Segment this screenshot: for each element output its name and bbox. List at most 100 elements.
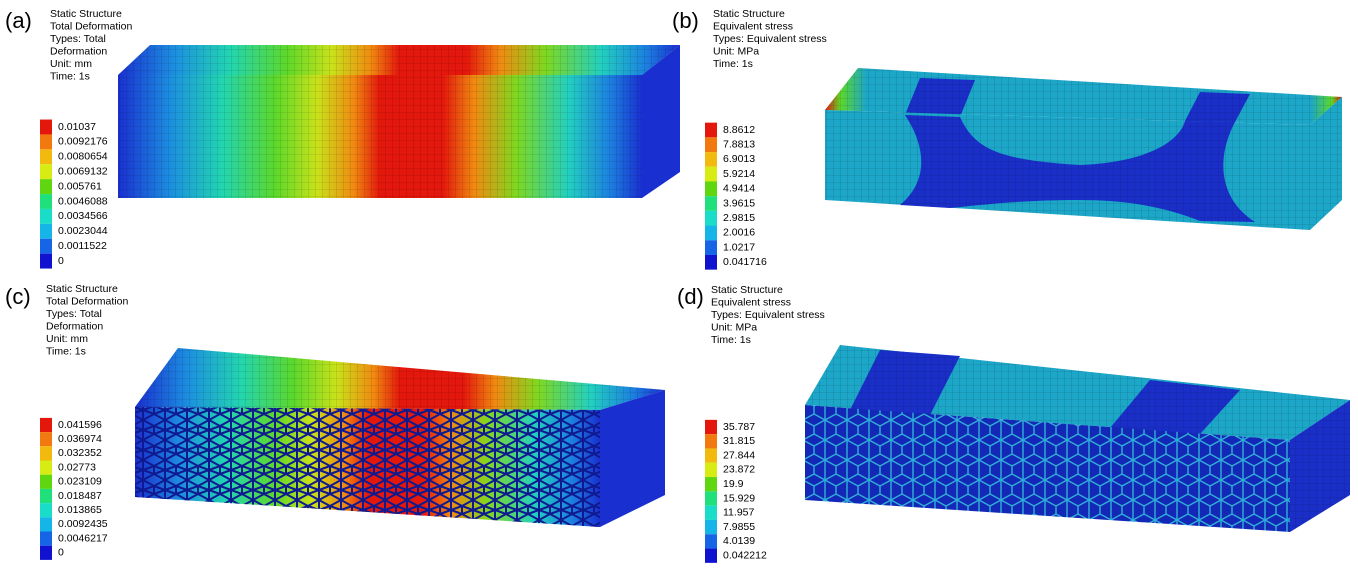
legend-swatch (705, 137, 717, 153)
header-line: Unit: mm (50, 58, 92, 70)
legend-swatch (705, 462, 717, 478)
legend-swatch (705, 548, 717, 563)
legend-label: 7.8813 (723, 138, 755, 150)
legend-swatch (705, 534, 717, 549)
header-line: Time: 1s (46, 345, 86, 357)
legend-swatch (705, 419, 717, 435)
legend-label: 0.0034566 (58, 210, 108, 222)
legend-swatch (40, 134, 52, 150)
legend-swatch (40, 417, 52, 433)
beam-c (135, 348, 665, 527)
legend-swatch (40, 149, 52, 165)
legend-label: 0.042212 (723, 549, 767, 561)
legend-swatch (40, 432, 52, 447)
legend-label: 0.0046217 (58, 532, 108, 544)
header-line: Static Structure (713, 8, 785, 20)
legend-label: 0.0046088 (58, 195, 108, 207)
legend-swatch (705, 210, 717, 226)
legend-label: 0.032352 (58, 447, 102, 459)
legend-swatch (40, 474, 52, 489)
legend-label: 2.9815 (723, 212, 755, 224)
legend-swatch (705, 434, 717, 449)
legend-label: 8.8612 (723, 124, 755, 136)
legend-label: 0 (58, 547, 64, 559)
legend-label: 0.036974 (58, 433, 102, 445)
legend-swatch (705, 519, 717, 535)
legend-label: 27.844 (723, 449, 755, 461)
legend-swatch (705, 166, 717, 182)
header-line: Equivalent stress (713, 20, 793, 32)
beam-b (825, 68, 1342, 230)
header-line: Static Structure (711, 284, 783, 296)
legend-label: 0.0023044 (58, 225, 108, 237)
legend-swatch (705, 505, 717, 520)
legend-label: 0.018487 (58, 490, 102, 502)
legend-label: 0 (58, 255, 64, 267)
header-line: Unit: MPa (713, 45, 759, 57)
legend-swatch (40, 164, 52, 180)
legend-swatch (705, 122, 717, 138)
legend-swatch (705, 448, 717, 463)
header-line: Time: 1s (711, 334, 751, 346)
legend-label: 0.02773 (58, 461, 96, 473)
legend-label: 35.787 (723, 421, 755, 433)
header-line: Static Structure (46, 283, 118, 295)
legend-label: 15.929 (723, 492, 755, 504)
legend-swatch (705, 181, 717, 197)
legend-label: 31.815 (723, 435, 755, 447)
header-line: Types: Total (50, 33, 106, 45)
header-line: Types: Equivalent stress (713, 33, 827, 45)
legend-swatch (40, 517, 52, 532)
header-line: Total Deformation (46, 295, 128, 307)
legend-swatch (40, 194, 52, 209)
legend-swatch (40, 531, 52, 546)
legend-label: 6.9013 (723, 153, 755, 165)
legend-label: 3.9615 (723, 197, 755, 209)
legend-swatch (40, 460, 52, 475)
legend-label: 2.0016 (723, 227, 755, 239)
header-line: Types: Total (46, 308, 102, 320)
header-line: Unit: MPa (711, 321, 757, 333)
legend-swatch (40, 545, 52, 560)
header-line: Unit: mm (46, 333, 88, 345)
legend-label: 0.041596 (58, 419, 102, 431)
legend-swatch (705, 152, 717, 167)
legend-label: 1.0217 (723, 241, 755, 253)
header-line: Equivalent stress (711, 296, 791, 308)
beam-a (118, 45, 680, 198)
legend-label: 5.9214 (723, 168, 755, 180)
legend-swatch (40, 253, 52, 269)
legend-label: 0.0080654 (58, 151, 108, 163)
legend-label: 11.957 (723, 507, 754, 519)
header-line: Types: Equivalent stress (711, 309, 825, 321)
legend-label: 7.9855 (723, 521, 755, 533)
legend-label: 0.013865 (58, 504, 102, 516)
legend-label: 0.0092176 (58, 136, 108, 148)
legend-swatch (705, 225, 717, 241)
panel-label: (d) (677, 284, 704, 309)
legend-swatch (40, 208, 52, 224)
header-line: Time: 1s (713, 58, 753, 70)
legend-label: 0.0069132 (58, 165, 108, 177)
legend-label: 19.9 (723, 478, 744, 490)
legend-swatch (705, 491, 717, 506)
header-line: Deformation (50, 45, 107, 57)
legend-label: 0.023109 (58, 476, 102, 488)
legend-swatch (40, 179, 52, 195)
legend-swatch (705, 254, 717, 270)
header-line: Total Deformation (50, 20, 132, 32)
legend-label: 4.9414 (723, 183, 755, 195)
legend-label: 0.0092435 (58, 518, 108, 530)
legend-swatch (705, 196, 717, 211)
legend-swatch (40, 503, 52, 518)
legend-label: 0.01037 (58, 121, 96, 133)
panel-label: (b) (672, 8, 699, 33)
legend-swatch (40, 119, 52, 135)
legend-swatch (705, 477, 717, 492)
beam-d (805, 345, 1350, 532)
legend-label: 0.0011522 (58, 240, 107, 252)
header-line: Deformation (46, 320, 103, 332)
legend-swatch (705, 240, 717, 255)
legend-swatch (40, 446, 52, 461)
